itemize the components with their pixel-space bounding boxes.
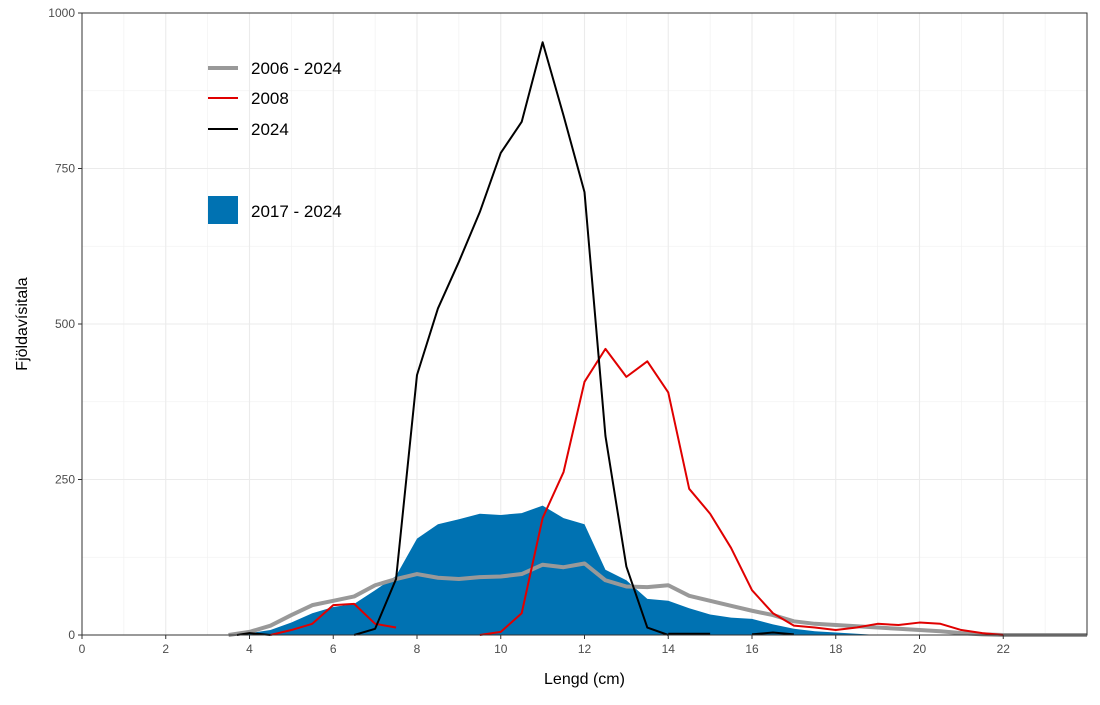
series-line-2008-1 [479,347,1004,636]
x-tick-label: 14 [662,642,676,656]
legend-label: 2017 - 2024 [251,202,342,221]
series-line-2024-1 [353,41,669,636]
area-layer [228,505,878,635]
y-tick-label: 750 [55,162,75,176]
legend-label: 2008 [251,89,289,108]
y-axis-title: Fjöldavísitala [14,277,31,370]
series-line-2024-3 [751,631,794,636]
y-tick-label: 500 [55,317,75,331]
x-tick-label: 0 [79,642,86,656]
x-tick-label: 22 [997,642,1011,656]
area-2017-2024 [228,505,878,635]
series-layer [228,41,1087,637]
x-tick-label: 4 [246,642,253,656]
x-tick-label: 20 [913,642,927,656]
legend-key-fill [208,196,238,224]
y-tick-label: 0 [68,628,75,642]
legend-label: 2006 - 2024 [251,59,342,78]
x-tick-label: 16 [745,642,759,656]
series-line-2006-2024-0 [228,561,1087,637]
axes: 0 2 4 6 8 10 12 14 16 18 20 22 0 250 500 750 1000 [48,6,1010,656]
x-tick-label: 8 [414,642,421,656]
series-line-2008-0 [270,602,397,636]
x-tick-label: 2 [162,642,169,656]
y-tick-label: 1000 [48,6,75,20]
x-axis-title: Lengd (cm) [544,671,625,688]
x-tick-label: 12 [578,642,592,656]
legend: 2006 - 2024 2008 2024 2017 - 2024 [208,59,342,224]
x-tick-label: 10 [494,642,508,656]
x-tick-label: 6 [330,642,337,656]
series-line-2024-0 [236,632,271,636]
x-tick-label: 18 [829,642,843,656]
legend-label: 2024 [251,120,289,139]
y-tick-label: 250 [55,473,75,487]
